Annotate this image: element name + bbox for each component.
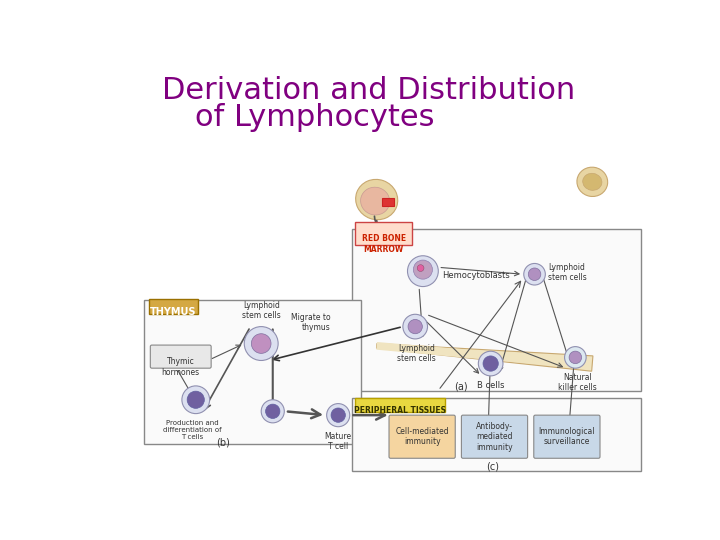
Circle shape xyxy=(261,400,284,423)
Polygon shape xyxy=(377,343,593,371)
Ellipse shape xyxy=(356,179,397,220)
Circle shape xyxy=(528,268,541,280)
FancyBboxPatch shape xyxy=(462,415,528,458)
Ellipse shape xyxy=(582,173,602,190)
Text: Hemocytoblasts: Hemocytoblasts xyxy=(442,271,510,280)
Text: of Lymphocytes: of Lymphocytes xyxy=(195,103,435,132)
FancyBboxPatch shape xyxy=(389,415,455,458)
Text: B cells: B cells xyxy=(477,381,505,389)
Circle shape xyxy=(413,260,433,279)
Circle shape xyxy=(403,314,428,339)
Text: Natural
killer cells: Natural killer cells xyxy=(558,373,597,392)
Text: Lymphoid
stem cells: Lymphoid stem cells xyxy=(397,343,436,363)
Circle shape xyxy=(523,264,545,285)
Ellipse shape xyxy=(577,167,608,197)
Circle shape xyxy=(251,334,271,353)
FancyBboxPatch shape xyxy=(352,229,641,390)
Circle shape xyxy=(244,327,278,361)
Ellipse shape xyxy=(361,187,390,215)
Text: PERIPHERAL TISSUES: PERIPHERAL TISSUES xyxy=(354,406,446,415)
Text: Production and
differentiation of
T cells: Production and differentiation of T cell… xyxy=(163,420,221,440)
Text: Antibody-
mediated
immunity: Antibody- mediated immunity xyxy=(476,422,513,451)
Text: Derivation and Distribution: Derivation and Distribution xyxy=(163,76,575,105)
Text: Cell-mediated
immunity: Cell-mediated immunity xyxy=(395,427,449,447)
Text: (c): (c) xyxy=(486,462,499,472)
Polygon shape xyxy=(377,342,581,368)
Circle shape xyxy=(408,256,438,287)
Text: Lymphoid
stem cells: Lymphoid stem cells xyxy=(242,301,281,320)
FancyBboxPatch shape xyxy=(355,398,445,412)
FancyBboxPatch shape xyxy=(382,198,394,206)
Circle shape xyxy=(266,404,280,418)
Circle shape xyxy=(483,356,498,371)
FancyBboxPatch shape xyxy=(149,299,198,314)
Circle shape xyxy=(417,265,424,272)
FancyBboxPatch shape xyxy=(150,345,211,368)
Text: Lymphoid
stem cells: Lymphoid stem cells xyxy=(549,263,588,282)
FancyBboxPatch shape xyxy=(355,222,412,245)
Circle shape xyxy=(187,391,204,408)
Text: Migrate to
thymus: Migrate to thymus xyxy=(291,313,330,333)
Circle shape xyxy=(478,351,503,376)
Circle shape xyxy=(327,403,350,427)
Circle shape xyxy=(408,320,423,334)
Circle shape xyxy=(564,347,586,368)
Text: (a): (a) xyxy=(454,382,468,392)
Text: RED BONE
MARROW: RED BONE MARROW xyxy=(361,234,405,254)
Text: (b): (b) xyxy=(216,437,230,447)
FancyBboxPatch shape xyxy=(534,415,600,458)
FancyBboxPatch shape xyxy=(144,300,361,444)
Text: Mature
T cell: Mature T cell xyxy=(325,432,352,451)
Text: THYMUS: THYMUS xyxy=(150,307,197,316)
Circle shape xyxy=(569,351,582,363)
Text: Immunological
surveillance: Immunological surveillance xyxy=(539,427,595,447)
Text: Thymic
hormones: Thymic hormones xyxy=(161,357,199,377)
Circle shape xyxy=(182,386,210,414)
FancyBboxPatch shape xyxy=(352,398,641,471)
Circle shape xyxy=(331,408,346,422)
